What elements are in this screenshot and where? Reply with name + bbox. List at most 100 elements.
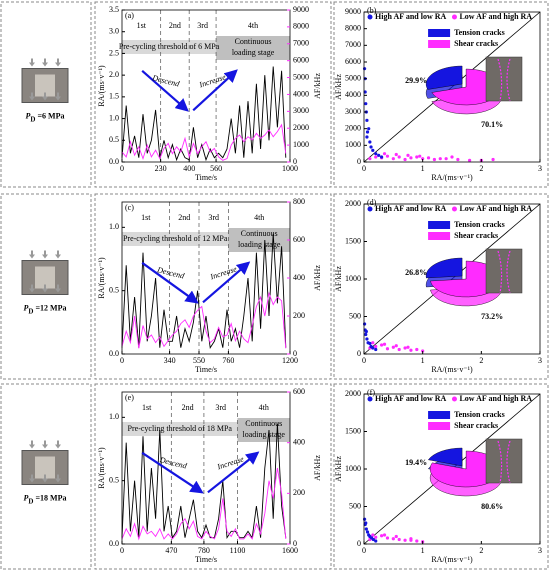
scatter-point [367,127,371,131]
pie-value-label: 80.6% [481,502,503,511]
y-tick-label: 2000 [345,123,361,132]
y-tick-label: 1500 [345,236,361,245]
load-arrow [42,58,48,67]
load-arrow [42,284,48,293]
x-tick-label: 780 [198,546,210,555]
y-tick-label: 500 [349,501,361,510]
crack-trace [497,250,511,294]
stage-label: 1st [137,21,147,30]
loading-label: Continuous [241,229,278,238]
pie-value-label: 73.2% [481,312,503,321]
y-tick-label: 2.5 [109,48,119,57]
x-tick-label: 3 [538,546,542,555]
panel-label: (d) [367,198,377,207]
scatter-point [374,344,378,349]
load-arrow [29,440,35,449]
x-tick-label: 1 [421,356,425,365]
y2-tick-label: 9000 [293,5,309,14]
panel-label: (c) [125,203,134,212]
series-line [121,233,287,349]
pie-legend-label: Tension cracks [454,410,505,419]
load-arrow [55,474,61,483]
pie-legend-label: Shear cracks [454,231,498,240]
condition-label: PD =6 MPa [26,111,65,123]
scatter-point [382,152,387,156]
y2-axis-label: AF/kHz [313,73,322,99]
descend-label: Descend [158,455,189,471]
threshold-label: Pre-cycling threshold of 6 MPa [119,42,220,51]
pie-legend-label: Shear cracks [454,421,498,430]
scatter-point [374,539,378,543]
x-tick-label: 1 [421,546,425,555]
condition-part: P [24,493,29,502]
scatter-point [371,537,375,542]
x-tick-label: 3 [538,356,542,365]
stage-label: 1st [142,403,152,412]
scatter-point [368,341,372,346]
increase-label: Increase [197,72,227,89]
threshold-label: Pre-cycling threshold of 18 MPa [128,424,233,433]
increase-arrow [202,261,251,304]
scatter-point [491,157,495,162]
scatter-point [391,345,395,349]
condition-part: D [30,115,35,123]
y-tick-label: 0 [357,539,361,548]
scatter-point [409,348,413,352]
scatter-point [403,538,407,542]
crack-trace [497,440,511,484]
y2-tick-label: 4000 [293,89,309,98]
scatter-point [406,153,410,157]
y-tick-label: 2000 [345,389,361,398]
panel-border [333,193,549,380]
scatter-point [380,155,384,159]
stage-label: 4th [259,403,269,412]
scatter-point [364,102,368,106]
load-arrow [29,92,35,101]
y-tick-label: 0.0 [109,539,119,548]
scatter-point [415,539,419,543]
y-axis-label: RA/(ms·v⁻¹) [97,447,106,489]
y2-tick-label: 3000 [293,106,309,115]
scatter-point [385,154,390,158]
y-tick-label: 3.5 [109,5,119,14]
specimen-photo [485,248,523,294]
increase-arrow [192,69,238,112]
scatter-point [374,155,378,159]
descend-arrow [141,261,199,304]
y-tick-label: 1000 [345,274,361,283]
scatter-point [362,322,367,326]
legend-label: High AF and low RA [375,394,446,403]
load-arrow [29,58,35,67]
plot-frame [363,11,541,163]
x-tick-label: 2 [479,164,483,173]
scatter-point [394,344,398,348]
scatter-point [394,534,398,539]
y2-tick-label: 600 [293,387,305,396]
y-axis-label: AF/kHz [334,456,343,482]
load-arrow [42,474,48,483]
y-tick-label: 8000 [345,23,361,32]
pie-value-label: 26.8% [405,268,427,277]
scatter-point [362,517,367,521]
x-tick-label: 0 [120,164,124,173]
y-tick-label: 1.0 [109,113,119,122]
x-tick-label: 1000 [282,164,298,173]
legend-dot [367,396,373,402]
increase-arrow [207,451,260,494]
series-line [121,291,287,349]
stage-label: 1st [141,213,151,222]
scatter-point [426,156,431,160]
x-tick-label: 0 [362,164,366,173]
stage-label: 4th [248,21,258,30]
scatter-point [403,346,407,350]
x-tick-label: 0 [362,356,366,365]
scatter-point [374,535,378,539]
y-tick-label: 0.0 [109,349,119,358]
specimen [35,456,55,479]
legend-dot [367,206,373,212]
crack-trace [497,58,511,102]
load-arrow [29,250,35,259]
panel-border [94,1,332,188]
scatter-point [364,329,368,334]
y-tick-label: 2.0 [109,70,119,79]
